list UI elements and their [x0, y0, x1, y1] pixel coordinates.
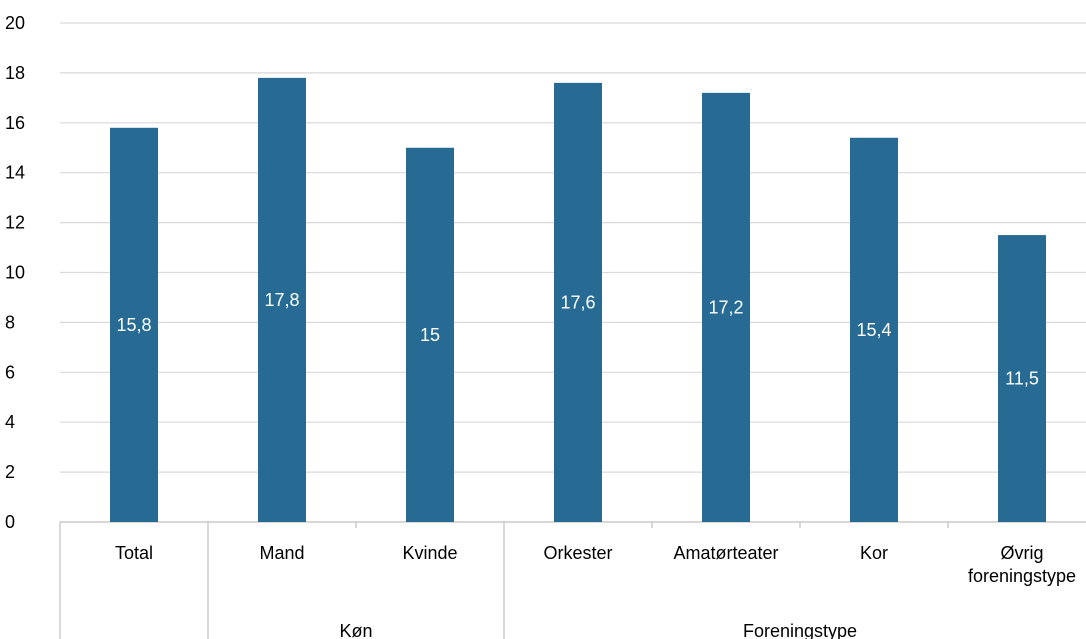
y-tick-label: 16: [5, 113, 25, 133]
bar: [998, 235, 1046, 522]
y-tick-label: 10: [5, 263, 25, 283]
y-tick-label: 12: [5, 213, 25, 233]
group-label: Køn: [339, 621, 372, 639]
y-tick-label: 8: [5, 312, 15, 332]
x-tick-label: Amatørteater: [673, 543, 778, 563]
data-label: 17,2: [708, 297, 743, 317]
bar: [850, 137, 898, 522]
data-label: 15: [420, 325, 440, 345]
bar: [406, 147, 454, 522]
x-tick-label: Kor: [860, 543, 888, 563]
x-tick-label: Orkester: [543, 543, 612, 563]
x-tick-label: Kvinde: [402, 543, 457, 563]
y-tick-label: 4: [5, 412, 15, 432]
x-tick-label: Øvrig: [1000, 543, 1043, 563]
bar: [258, 77, 306, 522]
y-tick-label: 14: [5, 163, 25, 183]
x-tick-label: Mand: [259, 543, 304, 563]
data-label: 17,6: [560, 292, 595, 312]
data-label: 15,8: [116, 315, 151, 335]
y-tick-label: 0: [5, 512, 15, 532]
data-label: 17,8: [264, 290, 299, 310]
y-tick-label: 18: [5, 63, 25, 83]
y-tick-label: 2: [5, 462, 15, 482]
y-tick-label: 6: [5, 362, 15, 382]
x-tick-label: Total: [115, 543, 153, 563]
bar: [702, 92, 750, 523]
bar: [554, 82, 602, 522]
bar: [110, 127, 158, 522]
data-label: 11,5: [1005, 369, 1039, 389]
data-label: 15,4: [856, 320, 891, 340]
group-label: Foreningstype: [743, 621, 857, 639]
y-tick-label: 20: [5, 13, 25, 33]
x-tick-label: foreningstype: [968, 566, 1076, 586]
